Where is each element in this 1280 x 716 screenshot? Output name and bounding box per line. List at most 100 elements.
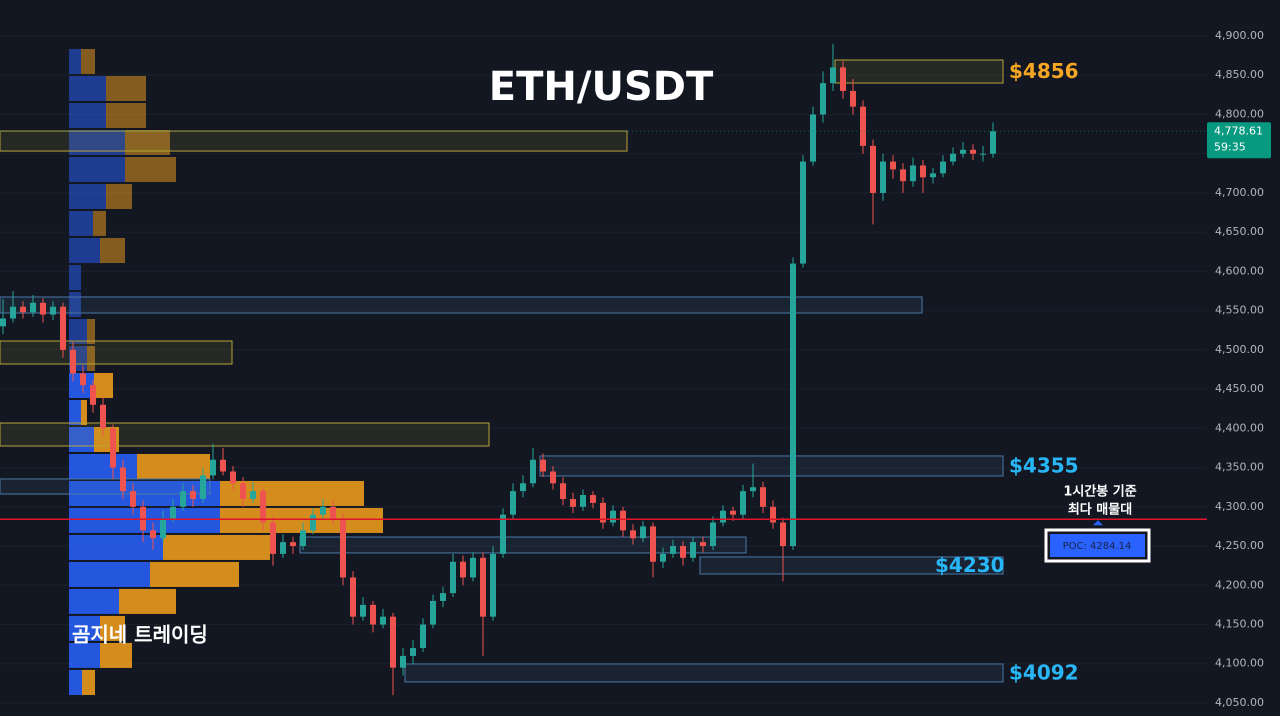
candle-body xyxy=(120,467,126,492)
profile-buy-bar xyxy=(69,615,100,641)
candle-body xyxy=(330,506,336,519)
y-tick-label: 4,850.00 xyxy=(1215,68,1264,81)
poc-frame xyxy=(1044,528,1151,563)
y-tick-label: 4,150.00 xyxy=(1215,618,1264,631)
candle-body xyxy=(310,514,316,531)
candle-body xyxy=(790,263,796,547)
candle-body xyxy=(270,522,276,554)
profile-buy-bar xyxy=(69,319,87,345)
profile-sell-bar xyxy=(100,642,132,668)
candle-body xyxy=(770,506,776,523)
zone-box xyxy=(0,296,923,314)
candle-body xyxy=(750,487,756,492)
candle-body xyxy=(290,542,296,547)
zone-box xyxy=(699,556,1004,575)
candle-body xyxy=(580,495,586,507)
y-tick-label: 4,500.00 xyxy=(1215,343,1264,356)
candle-body xyxy=(20,306,26,313)
profile-sell-bar xyxy=(119,588,176,614)
candle-body xyxy=(60,306,66,350)
zone-label: $4856 xyxy=(1009,59,1079,83)
poc-note: 1시간봉 기준 xyxy=(1063,484,1136,500)
candle-body xyxy=(40,302,46,315)
candle-body xyxy=(80,373,86,386)
candle-body xyxy=(650,526,656,562)
candle-body xyxy=(470,557,476,578)
candle-body xyxy=(380,616,386,625)
candle-body xyxy=(990,131,996,154)
chart-title: ETH/USDT xyxy=(489,64,714,110)
candle-body xyxy=(980,153,986,155)
candle-body xyxy=(630,530,636,539)
candle-body xyxy=(160,518,166,539)
profile-sell-bar xyxy=(150,561,239,587)
candle-body xyxy=(740,491,746,515)
y-tick-label: 4,450.00 xyxy=(1215,382,1264,395)
profile-sell-bar xyxy=(94,373,113,398)
candle-body xyxy=(910,165,916,182)
y-tick-label: 4,050.00 xyxy=(1215,696,1264,709)
zones: $4856 $4355 $4230 $4092 xyxy=(0,59,1079,684)
zone-box xyxy=(0,422,490,447)
candle-body xyxy=(30,302,36,313)
watermark: 곰지네 트레이딩 xyxy=(72,623,208,647)
candle-body xyxy=(620,510,626,531)
candle-body xyxy=(150,530,156,539)
profile-buy-bar xyxy=(69,669,82,695)
y-tick-label: 4,200.00 xyxy=(1215,578,1264,591)
candle-body xyxy=(70,349,76,374)
profile-sell-bar xyxy=(100,615,125,641)
profile-sell-bar xyxy=(87,319,95,345)
candle-body xyxy=(190,491,196,499)
profile-sell-bar xyxy=(81,399,87,425)
profile-sell-bar xyxy=(81,49,95,75)
candle-body xyxy=(400,655,406,668)
profile-sell-bar xyxy=(137,453,210,479)
candle-body xyxy=(360,604,366,617)
countdown: 59:35 xyxy=(1214,140,1246,153)
candle-body xyxy=(280,542,286,554)
candle-body xyxy=(300,530,306,547)
profile-sell-bar xyxy=(106,103,146,128)
candle-body xyxy=(200,475,206,499)
profile-buy-bar xyxy=(69,103,106,128)
poc-box xyxy=(1050,534,1145,557)
current-price-label: 4,778.61 xyxy=(1214,124,1263,137)
candle-body xyxy=(460,561,466,578)
candle-body xyxy=(780,522,786,547)
poc-pointer xyxy=(1093,520,1103,526)
candle-body xyxy=(640,526,646,539)
candle-body xyxy=(820,83,826,115)
candle-body xyxy=(730,510,736,515)
zone-box xyxy=(0,478,211,495)
candle-body xyxy=(960,149,966,154)
candle-body xyxy=(810,114,816,162)
profile-sell-bar xyxy=(106,76,146,102)
candle-body xyxy=(690,542,696,558)
candle-body xyxy=(700,542,706,547)
profile-buy-bar xyxy=(69,265,81,291)
poc-label: POC: 4284.14 xyxy=(1063,541,1132,552)
y-tick-label: 4,800.00 xyxy=(1215,107,1264,120)
candle-body xyxy=(840,67,846,91)
candle-body xyxy=(180,491,186,507)
profile-sell-bar xyxy=(125,156,176,182)
profile-sell-bar xyxy=(106,183,132,209)
candle-body xyxy=(450,561,456,594)
candle-body xyxy=(530,459,536,484)
candle-body xyxy=(870,145,876,193)
candle-body xyxy=(50,306,56,315)
candle-body xyxy=(480,557,486,617)
candle-body xyxy=(920,165,926,178)
candle-body xyxy=(680,546,686,558)
candle-body xyxy=(930,173,936,178)
candle-body xyxy=(170,506,176,519)
candle-body xyxy=(830,67,836,84)
candle-body xyxy=(710,522,716,547)
zone-box xyxy=(539,455,1004,477)
candle-body xyxy=(90,385,96,405)
profile-buy-bar xyxy=(69,183,106,209)
